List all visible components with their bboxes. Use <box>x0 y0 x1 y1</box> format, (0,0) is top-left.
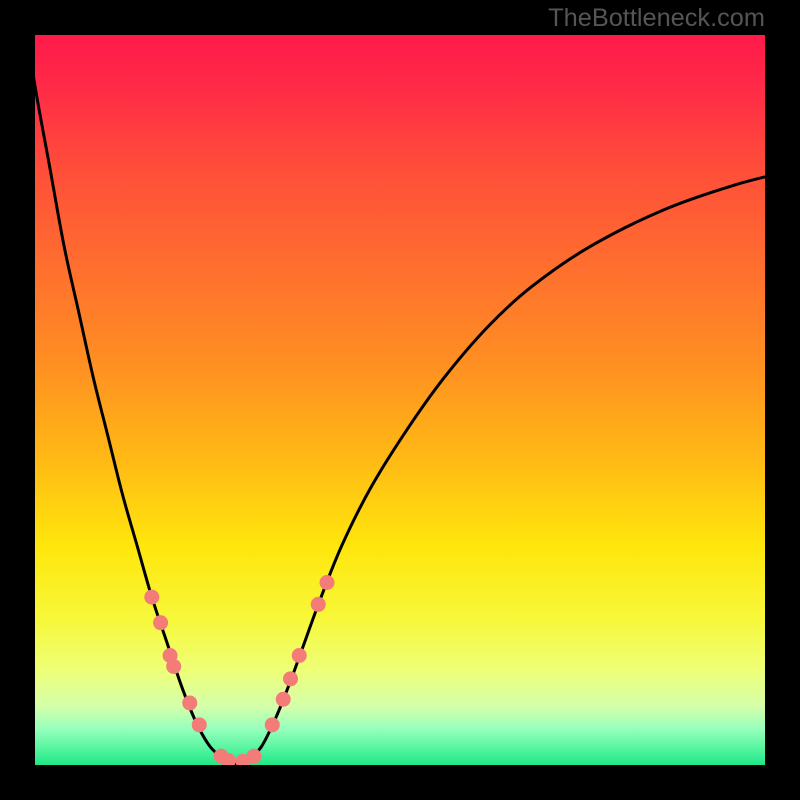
data-marker <box>292 648 307 663</box>
data-marker <box>192 717 207 732</box>
data-marker <box>247 749 262 764</box>
data-marker <box>144 590 159 605</box>
data-marker <box>182 695 197 710</box>
data-marker <box>311 597 326 612</box>
watermark-text: TheBottleneck.com <box>548 4 765 33</box>
data-marker <box>276 692 291 707</box>
data-marker <box>283 671 298 686</box>
data-marker <box>320 575 335 590</box>
plot-area <box>35 35 765 765</box>
curve-layer <box>35 35 765 765</box>
bottleneck-curve <box>35 35 765 764</box>
data-marker <box>153 615 168 630</box>
data-marker <box>166 659 181 674</box>
data-marker <box>265 717 280 732</box>
chart-frame: TheBottleneck.com <box>0 0 800 800</box>
